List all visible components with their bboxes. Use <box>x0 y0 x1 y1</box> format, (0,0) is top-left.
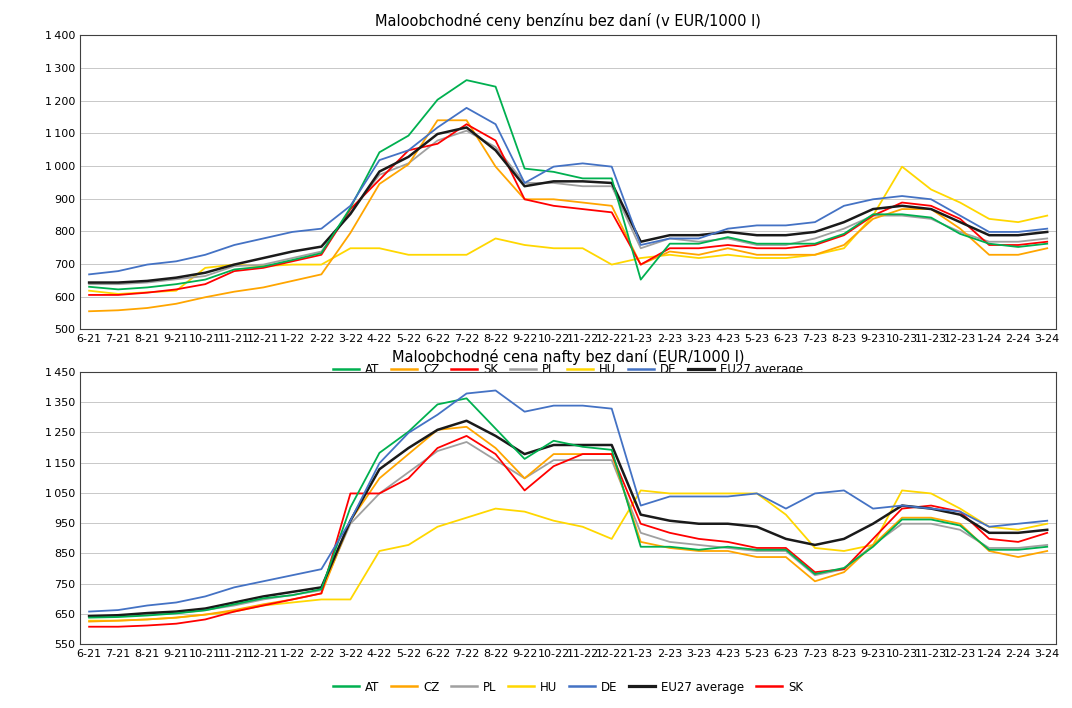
Title: Maloobchodné ceny benzínu bez daní (v EUR/1000 l): Maloobchodné ceny benzínu bez daní (v EU… <box>375 13 761 29</box>
Legend: AT, CZ, SK, PL, HU, DE, EU27 average: AT, CZ, SK, PL, HU, DE, EU27 average <box>328 358 808 381</box>
Title: Maloobchodné cena nafty bez daní (EUR/1000 l): Maloobchodné cena nafty bez daní (EUR/10… <box>392 349 744 365</box>
Legend: AT, CZ, PL, HU, DE, EU27 average, SK: AT, CZ, PL, HU, DE, EU27 average, SK <box>328 676 808 698</box>
